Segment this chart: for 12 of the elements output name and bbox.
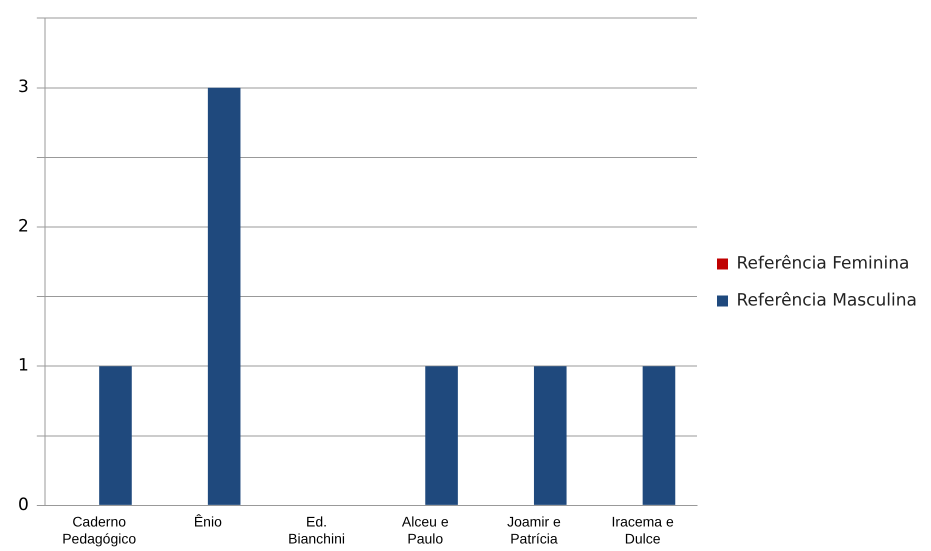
legend-label: Referência Feminina [736, 253, 910, 274]
x-tick-label: Ed. Bianchini [288, 514, 345, 546]
x-tick-label: Caderno Pedagógico [62, 514, 136, 546]
x-tick-label: Joamir e Patrícia [507, 514, 562, 546]
y-tick-label: 0 [18, 494, 29, 515]
legend-label: Referência Masculina [736, 290, 917, 310]
x-tick-label: Iracema e Dulce [612, 514, 674, 546]
x-tick-label: Ênio [194, 514, 222, 530]
y-tick-label: 2 [18, 216, 29, 236]
y-tick-label: 1 [18, 356, 29, 376]
y-tick-label: 3 [18, 77, 29, 98]
x-tick-label: Alceu e Paulo [402, 514, 449, 546]
